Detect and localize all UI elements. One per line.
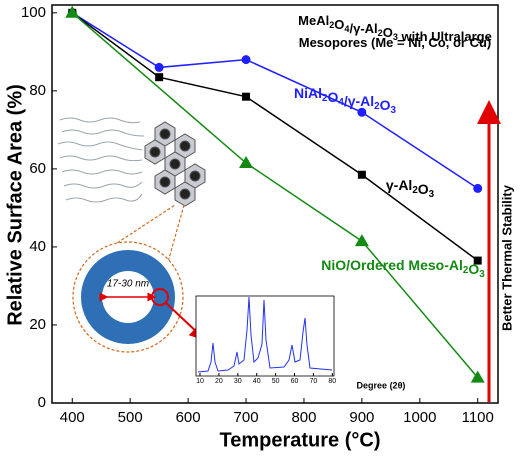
series-label: γ-Al2O3 [386, 177, 435, 200]
x-tick-label: 1100 [462, 409, 494, 426]
series-label: NiO/Ordered Meso-Al2O3 [321, 257, 485, 280]
x-tick-label: 900 [349, 409, 374, 426]
hexagon-cluster [144, 121, 206, 207]
point [65, 5, 80, 18]
series-line [71, 12, 479, 379]
inset-tick-label: 70 [310, 378, 318, 385]
x-tick-label: 1000 [403, 409, 436, 426]
y-tick-label: 60 [29, 160, 46, 177]
y-tick-label: 100 [21, 4, 46, 21]
y-tick-label: 80 [29, 82, 46, 99]
point [473, 183, 483, 193]
mesopore-illustration [57, 117, 145, 203]
pore-size: 17-30 nm [107, 279, 149, 290]
series-label: NiAl2O4/γ-Al2O3 [294, 85, 396, 116]
stability-label: Better Thermal Stability [499, 184, 514, 331]
y-tick-label: 40 [29, 238, 46, 255]
y-tick-label: 20 [29, 316, 46, 333]
y-axis-title: Relative Surface Area (%) [4, 84, 26, 326]
x-tick-label: 400 [60, 409, 85, 426]
x-axis-title: Temperature (°C) [220, 429, 381, 451]
point [154, 62, 164, 72]
point [357, 170, 366, 179]
wall-arrow [165, 302, 206, 341]
point [155, 73, 164, 82]
inset-tick-label: 10 [196, 378, 204, 385]
inset-tick-label: 30 [234, 378, 242, 385]
x-tick-label: 800 [291, 409, 316, 426]
point [241, 55, 251, 65]
point [354, 234, 369, 247]
x-tick-label: 500 [118, 409, 143, 426]
plot-frame [51, 4, 499, 404]
inset-tick-label: 20 [215, 378, 223, 385]
point [242, 92, 251, 101]
point [470, 370, 485, 383]
inset-x-title: Degree (2θ) [357, 380, 406, 390]
x-tick-label: 700 [234, 409, 259, 426]
point [239, 156, 254, 169]
point [473, 256, 482, 265]
xrd-inset [195, 295, 335, 377]
chart-title: MeAl2O4/γ-Al2O3 with Ultralarge [298, 13, 492, 44]
x-tick-label: 600 [176, 409, 201, 426]
y-tick-label: 0 [38, 394, 46, 411]
point [357, 107, 367, 117]
chart-title: Mesopores (Me = Ni, Co, or Cu) [299, 35, 492, 50]
inset-tick-label: 40 [253, 378, 261, 385]
inset-tick-label: 60 [291, 378, 299, 385]
inset-tick-label: 80 [328, 378, 336, 385]
wall-highlight [151, 288, 169, 306]
inset-tick-label: 50 [272, 378, 280, 385]
